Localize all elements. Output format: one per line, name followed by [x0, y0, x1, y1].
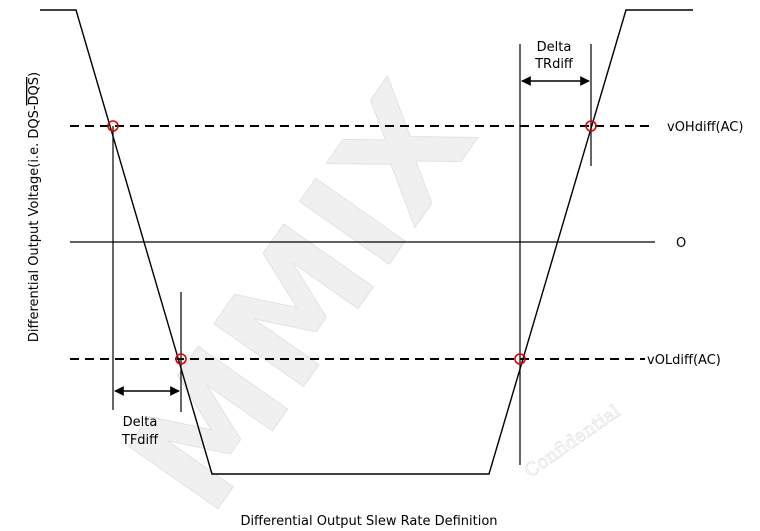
crossing-marker: [175, 353, 187, 365]
watermark: MMIX Confidential: [96, 55, 625, 531]
zero-label: O: [676, 236, 686, 251]
delta-tr-label-line2: TRdiff: [534, 57, 574, 72]
delta-tf-label-line2: TFdiff: [121, 433, 159, 448]
voh-label: vOHdiff(AC): [667, 120, 743, 135]
vol-label: vOLdiff(AC): [647, 353, 721, 368]
differential-waveform: [40, 9, 693, 475]
watermark-subtext: Confidential: [521, 401, 625, 482]
crossing-marker: [585, 120, 597, 132]
delta-tr-label-line1: Delta: [537, 40, 572, 55]
diagram-caption: Differential Output Slew Rate Definition: [240, 514, 497, 529]
delta-tf-label-line1: Delta: [123, 415, 158, 430]
y-axis-label-suffix: ): [27, 72, 42, 77]
y-axis-label-prefix: Differential Output Voltage(i.e. DQS-: [27, 105, 42, 342]
crossing-markers: [107, 120, 597, 365]
y-axis-label-overlined: DQS: [27, 77, 42, 106]
crossing-marker: [107, 120, 119, 132]
crossing-marker: [514, 353, 526, 365]
y-axis-label: Differential Output Voltage(i.e. DQS-DQS…: [27, 72, 42, 342]
